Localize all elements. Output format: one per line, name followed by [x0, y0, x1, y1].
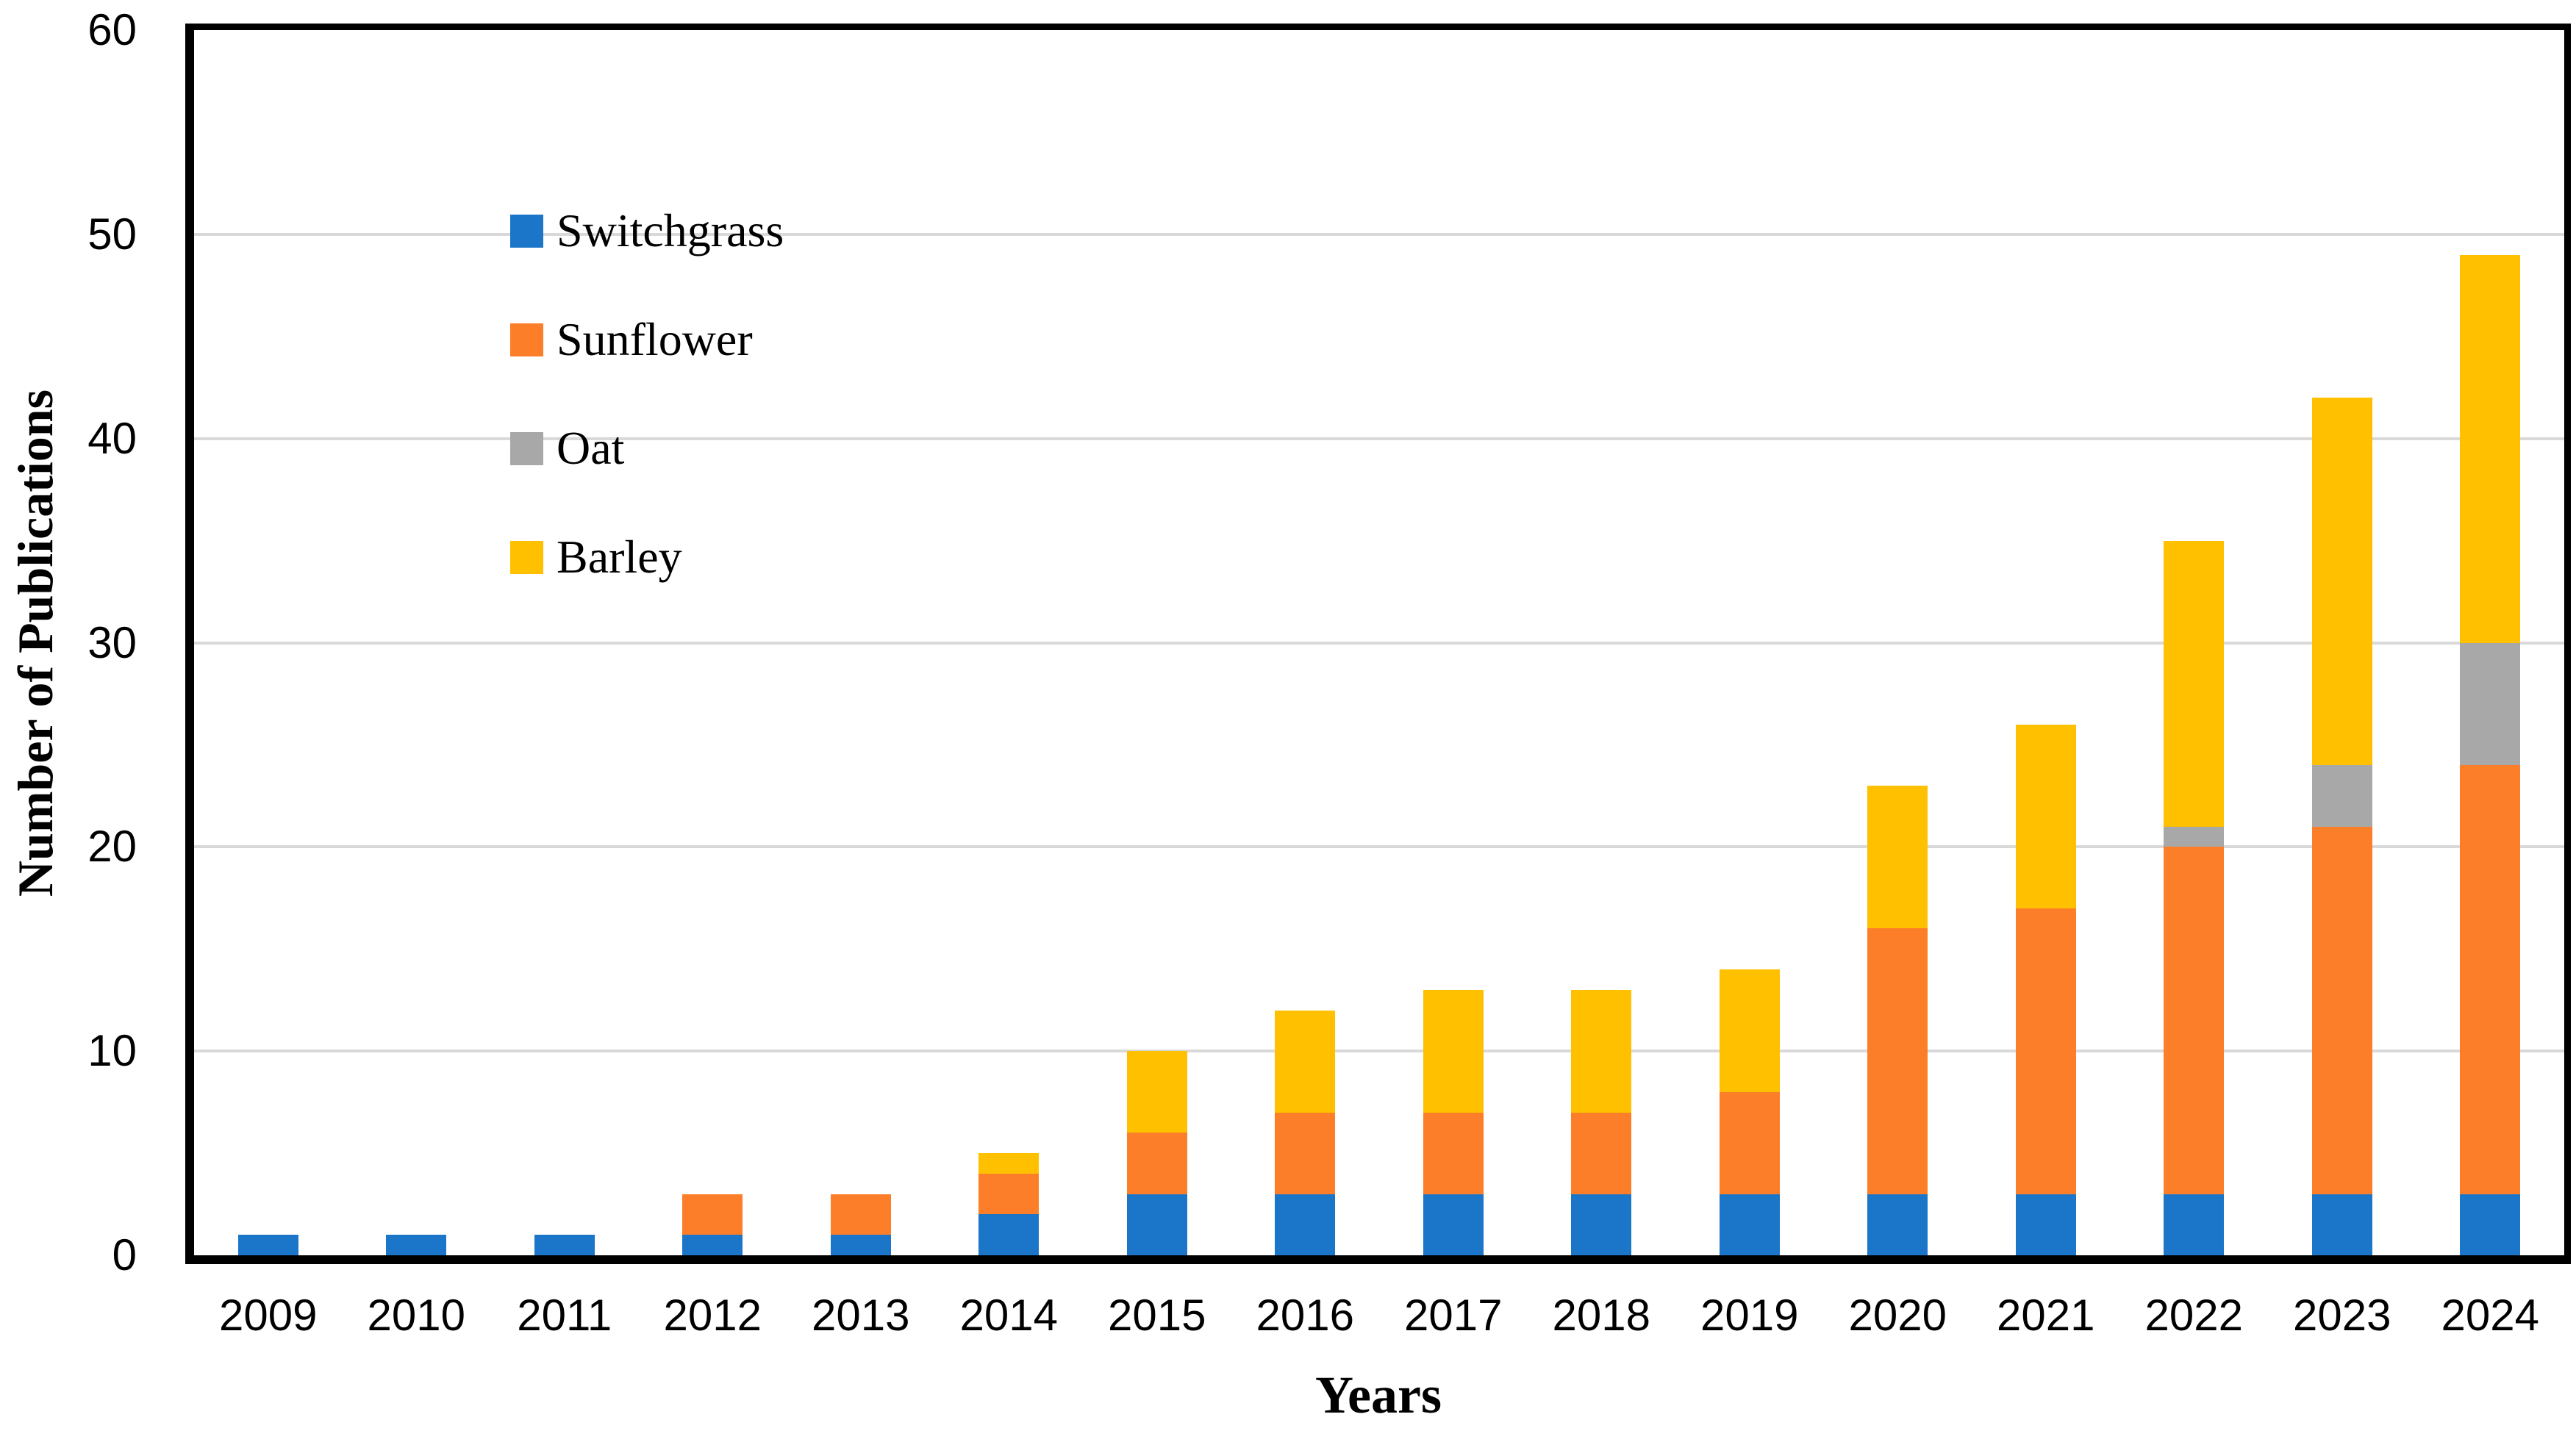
y-tick-label-50: 50 — [87, 209, 137, 259]
legend-swatch-switchgrass — [510, 214, 543, 248]
bar-segment-switchgrass-2015 — [1126, 1194, 1187, 1255]
bar-segment-sunflower-2015 — [1126, 1133, 1187, 1194]
bar-segment-oat-2023 — [2311, 765, 2372, 827]
legend-swatch-sunflower — [510, 323, 543, 356]
y-tick-label-60: 60 — [87, 5, 137, 54]
bar-segment-barley-2019 — [1719, 969, 1780, 1092]
bar-segment-sunflower-2022 — [2164, 847, 2225, 1194]
x-tick-label-2017: 2017 — [1404, 1291, 1503, 1340]
bar-segment-sunflower-2019 — [1719, 1091, 1780, 1194]
x-axis-title: Years — [1315, 1366, 1442, 1424]
bar-segment-barley-2014 — [978, 1153, 1040, 1174]
x-tick-label-2011: 2011 — [517, 1291, 612, 1340]
bar-segment-barley-2016 — [1275, 1010, 1336, 1113]
legend-item-barley: Barley — [510, 534, 682, 581]
x-tick-label-2013: 2013 — [812, 1291, 910, 1340]
bar-segment-switchgrass-2012 — [682, 1235, 743, 1255]
bar-segment-switchgrass-2023 — [2311, 1194, 2372, 1255]
x-tick-label-2010: 2010 — [367, 1291, 465, 1340]
bar-segment-sunflower-2021 — [2015, 908, 2076, 1194]
bar-segment-barley-2022 — [2164, 540, 2225, 827]
bar-segment-barley-2015 — [1126, 1051, 1187, 1133]
legend-label-barley: Barley — [557, 531, 682, 583]
bar-segment-switchgrass-2016 — [1275, 1194, 1336, 1255]
bar-segment-switchgrass-2009 — [237, 1235, 298, 1255]
legend-label-switchgrass: Switchgrass — [557, 204, 784, 256]
bar-segment-barley-2023 — [2311, 398, 2372, 766]
x-tick-label-2019: 2019 — [1700, 1291, 1799, 1340]
bar-segment-barley-2021 — [2015, 724, 2076, 908]
x-tick-label-2020: 2020 — [1848, 1291, 1947, 1340]
y-tick-label-30: 30 — [87, 617, 137, 667]
bar-segment-sunflower-2024 — [2460, 765, 2521, 1194]
x-tick-label-2016: 2016 — [1256, 1291, 1354, 1340]
bar-segment-switchgrass-2013 — [830, 1235, 891, 1255]
bar-segment-barley-2018 — [1571, 989, 1632, 1113]
bar-segment-switchgrass-2024 — [2460, 1194, 2521, 1255]
bar-segment-switchgrass-2022 — [2164, 1194, 2225, 1255]
x-tick-label-2014: 2014 — [959, 1291, 1058, 1340]
y-tick-label-20: 20 — [87, 822, 137, 872]
legend-item-switchgrass: Switchgrass — [510, 207, 784, 254]
legend-label-sunflower: Sunflower — [557, 313, 753, 365]
bar-segment-barley-2024 — [2460, 254, 2521, 643]
bar-segment-sunflower-2018 — [1571, 1112, 1632, 1194]
bar-segment-switchgrass-2021 — [2015, 1194, 2076, 1255]
legend-item-oat: Oat — [510, 425, 624, 472]
bar-segment-switchgrass-2020 — [1867, 1194, 1928, 1255]
x-tick-label-2018: 2018 — [1552, 1291, 1650, 1340]
bar-segment-barley-2017 — [1423, 989, 1484, 1113]
bar-segment-switchgrass-2019 — [1719, 1194, 1780, 1255]
legend-swatch-oat — [510, 431, 543, 465]
bar-segment-switchgrass-2010 — [386, 1235, 447, 1255]
bar-segment-sunflower-2017 — [1423, 1112, 1484, 1194]
bar-segment-sunflower-2014 — [978, 1173, 1040, 1215]
bar-segment-sunflower-2023 — [2311, 826, 2372, 1194]
x-tick-label-2015: 2015 — [1108, 1291, 1206, 1340]
legend-label-oat: Oat — [557, 422, 625, 474]
gridline-10 — [194, 1050, 2564, 1053]
x-tick-label-2022: 2022 — [2144, 1291, 2243, 1340]
gridline-20 — [194, 845, 2564, 849]
bar-segment-switchgrass-2018 — [1571, 1194, 1632, 1255]
legend-item-sunflower: Sunflower — [510, 316, 753, 363]
x-tick-label-2009: 2009 — [219, 1291, 318, 1340]
gridline-30 — [194, 641, 2564, 645]
bar-segment-oat-2022 — [2164, 826, 2225, 847]
x-tick-label-2021: 2021 — [1997, 1291, 2095, 1340]
x-tick-label-2023: 2023 — [2293, 1291, 2391, 1340]
bar-segment-sunflower-2016 — [1275, 1112, 1336, 1194]
y-tick-label-0: 0 — [112, 1230, 137, 1280]
bar-segment-switchgrass-2011 — [534, 1235, 595, 1255]
bar-segment-oat-2024 — [2460, 642, 2521, 766]
y-tick-label-40: 40 — [87, 413, 137, 463]
bar-segment-sunflower-2012 — [682, 1194, 743, 1235]
bar-segment-switchgrass-2014 — [978, 1214, 1040, 1255]
bar-segment-sunflower-2013 — [830, 1194, 891, 1235]
legend-swatch-barley — [510, 540, 543, 574]
bar-segment-switchgrass-2017 — [1423, 1194, 1484, 1255]
gridline-40 — [194, 437, 2564, 440]
y-tick-label-10: 10 — [87, 1026, 137, 1076]
bar-segment-sunflower-2020 — [1867, 928, 1928, 1194]
plot-inner: Switchgrass Sunflower Oat Barley — [194, 30, 2564, 1255]
x-tick-label-2024: 2024 — [2441, 1291, 2539, 1340]
plot-area: Switchgrass Sunflower Oat Barley — [185, 24, 2571, 1264]
gridline-50 — [194, 232, 2564, 236]
bar-segment-barley-2020 — [1867, 786, 1928, 929]
x-tick-label-2012: 2012 — [663, 1291, 762, 1340]
